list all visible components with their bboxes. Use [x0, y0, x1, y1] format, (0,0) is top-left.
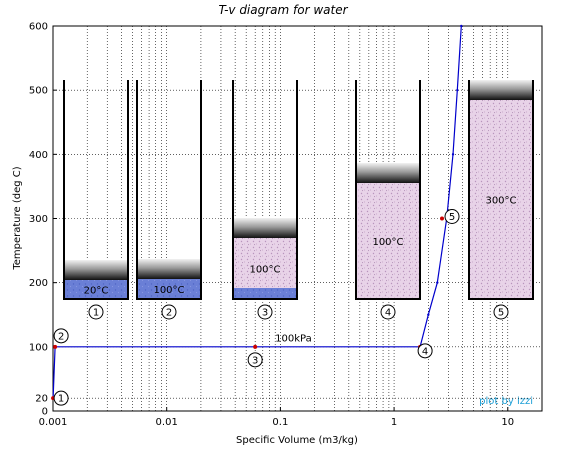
cylinder-4: 100°C 4: [355, 80, 421, 320]
cylinder-temp-label: 300°C: [485, 196, 516, 207]
cylinder-number-circle: [380, 304, 396, 320]
piston: [138, 259, 200, 279]
cylinder-number: 5: [498, 308, 504, 319]
state-number: 2: [58, 331, 64, 342]
y-tick-label: 20: [35, 394, 48, 405]
cylinder-number-circle: [161, 304, 177, 320]
cylinder-temp-label: 100°C: [372, 237, 403, 248]
cylinder-number-circle: [88, 304, 104, 320]
cylinder-wall: [232, 80, 298, 300]
cylinder-wall: [63, 80, 129, 300]
piston: [234, 218, 296, 238]
cylinder-1: 20°C 1: [63, 80, 129, 320]
cylinder-number: 3: [262, 308, 268, 319]
piston: [470, 80, 532, 100]
y-tick-label: 0: [42, 407, 48, 418]
cylinders: 20°C 1 100°C 2 100°C 3 100°C 4 300°C 5: [63, 80, 534, 320]
state-number-circle: [444, 209, 460, 224]
cylinder-2: 100°C 2: [136, 80, 202, 320]
cylinder-3: 100°C 3: [232, 80, 298, 320]
cylinder-wall: [468, 80, 534, 300]
x-tick-label: 0.01: [156, 417, 178, 428]
state-number: 4: [422, 346, 428, 357]
cylinder-temp-label: 100°C: [249, 265, 280, 276]
state-point: [253, 344, 258, 349]
vapor-fill: [356, 183, 420, 299]
y-tick-label: 400: [29, 150, 48, 161]
state-number-circle: [53, 328, 69, 344]
x-tick-label: 0.1: [272, 417, 288, 428]
liquid-fill: [64, 280, 128, 299]
y-tick-label: 600: [29, 22, 48, 33]
state-point: [53, 344, 58, 349]
liquid-fill: [137, 279, 201, 299]
credit-label: plot by izzi: [479, 396, 533, 407]
y-axis-label: Temperature (deg C): [12, 166, 23, 270]
x-tick-label: 1: [391, 417, 397, 428]
piston: [65, 260, 127, 280]
cylinder-number-circle: [257, 304, 273, 320]
state-point: [440, 216, 445, 221]
vapor-fill: [469, 100, 533, 299]
cylinder-temp-label: 20°C: [84, 286, 109, 297]
vapor-fill: [233, 238, 297, 288]
cylinder-number-circle: [493, 304, 509, 320]
cylinder-wall: [136, 80, 202, 300]
state-number-circle: [417, 343, 433, 359]
pressure-annotation: 100kPa: [275, 334, 312, 345]
x-tick-label: 10: [501, 417, 514, 428]
state-number-circle: [53, 390, 69, 406]
cylinder-number: 1: [93, 308, 99, 319]
x-axis-label: Specific Volume (m3/kg): [236, 435, 358, 446]
cylinder-temp-label: 100°C: [153, 285, 184, 296]
chart-title: T-v diagram for water: [218, 3, 348, 17]
state-markers: 1 2 3 4 5: [51, 209, 460, 406]
state-number: 1: [58, 394, 64, 405]
cylinder-number: 2: [166, 308, 172, 319]
y-tick-label: 200: [29, 278, 48, 289]
liquid-fill: [233, 288, 297, 299]
series-point: [451, 153, 455, 156]
y-tick-label: 100: [29, 342, 48, 353]
cylinder-number: 4: [385, 308, 391, 319]
series-point: [436, 281, 439, 284]
cylinder-5: 300°C 5: [468, 80, 534, 320]
state-number: 5: [449, 212, 455, 223]
series-point: [456, 88, 459, 92]
series-point: [427, 313, 430, 316]
state-number-circle: [247, 352, 263, 368]
piston: [357, 163, 419, 183]
state-number: 3: [252, 355, 258, 366]
y-tick-label: 500: [29, 86, 48, 97]
cylinder-wall: [355, 80, 421, 300]
x-tick-label: 0.001: [39, 417, 68, 428]
y-tick-label: 300: [29, 214, 48, 225]
series-point: [460, 24, 463, 28]
